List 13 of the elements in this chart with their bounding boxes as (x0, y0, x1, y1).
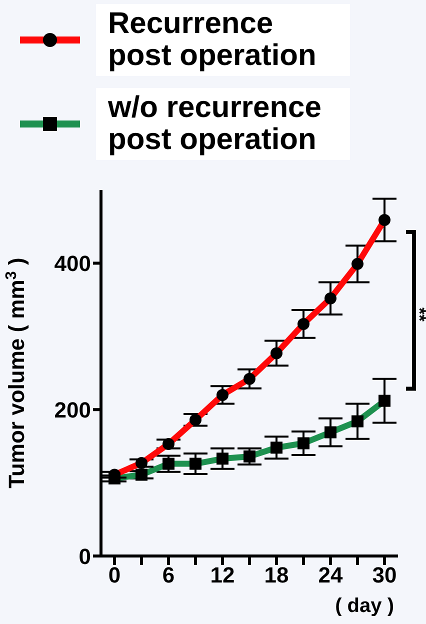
y-tick-label: 400 (54, 251, 91, 276)
legend-label: w/o recurrence post operation (96, 88, 350, 160)
x-tick-label: 24 (318, 562, 344, 588)
x-tick-label: 0 (108, 562, 121, 588)
y-tick-label: 0 (78, 544, 91, 569)
legend-label: Recurrence post operation (96, 4, 350, 76)
x-tick-label: 30 (372, 562, 397, 588)
y-tick-label: 200 (54, 397, 91, 422)
x-tick-label: 6 (162, 562, 175, 588)
text: ** (408, 308, 426, 322)
x-axis-title: ( day ) (335, 595, 394, 617)
x-tick-label: 18 (264, 562, 289, 588)
x-tick-label: 12 (210, 562, 235, 588)
